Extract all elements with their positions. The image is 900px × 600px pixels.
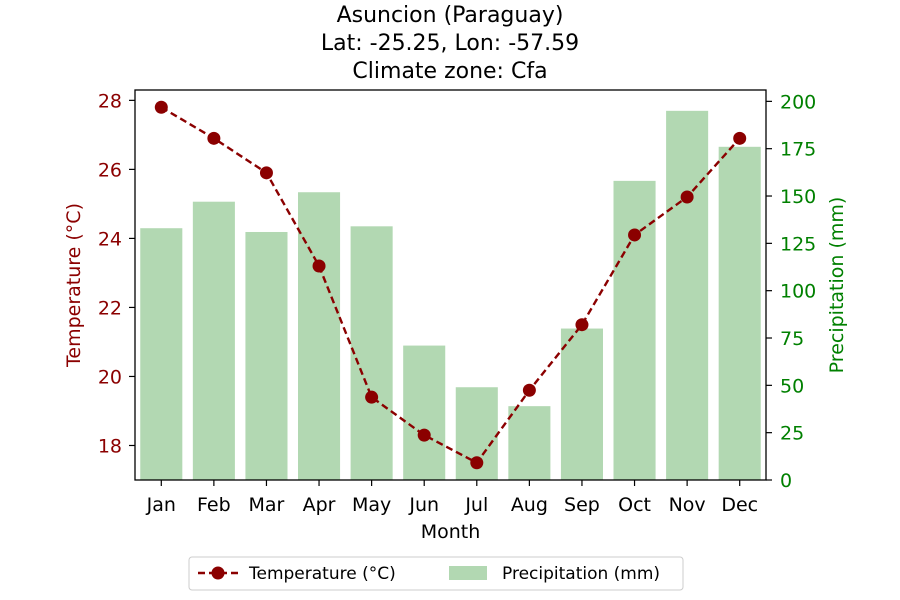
precip-bar-aug xyxy=(508,406,551,480)
title-line-2: Climate zone: Cfa xyxy=(352,59,547,84)
x-tick-label-feb: Feb xyxy=(197,494,231,516)
precip-bar-feb xyxy=(192,201,235,480)
legend-temperature-swatch-marker xyxy=(211,566,225,580)
precip-bar-nov xyxy=(666,110,709,480)
legend: Temperature (°C) Precipitation (mm) xyxy=(188,556,684,591)
y-left-tick-label-24: 24 xyxy=(98,228,122,250)
x-tick-label-sep: Sep xyxy=(564,494,600,516)
x-axis-label: Month xyxy=(421,521,481,543)
y-right-tick-label-150: 150 xyxy=(780,186,816,208)
y-right-tick-label-0: 0 xyxy=(780,470,792,492)
plot-area-frame xyxy=(134,89,767,481)
temp-point-apr xyxy=(312,259,326,273)
title-line-0: Asuncion (Paraguay) xyxy=(337,3,564,28)
y-left-tick-label-22: 22 xyxy=(98,297,122,319)
y-right-tick-label-125: 125 xyxy=(780,233,816,255)
y-left-tick-label-20: 20 xyxy=(98,366,122,388)
temp-point-aug xyxy=(522,383,536,397)
x-tick-label-aug: Aug xyxy=(511,494,548,516)
x-tick-label-dec: Dec xyxy=(721,494,758,516)
precip-bar-may xyxy=(350,226,393,480)
temp-point-nov xyxy=(680,190,694,204)
temp-point-feb xyxy=(207,131,221,145)
title-line-1: Lat: -25.25, Lon: -57.59 xyxy=(321,31,579,56)
legend-precipitation-swatch xyxy=(449,566,487,580)
y-axis-left-label: Temperature (°C) xyxy=(63,203,85,368)
y-right-tick-label-25: 25 xyxy=(780,423,804,445)
precip-bar-jun xyxy=(403,345,446,480)
legend-box xyxy=(188,556,684,591)
x-tick-label-may: May xyxy=(352,494,391,516)
x-axis: Jan Feb Mar Apr May Jun Jul Aug Sep Oct Nov Dec xyxy=(146,480,758,516)
y-right-tick-label-100: 100 xyxy=(780,281,816,303)
y-axis-right: 0 25 50 75 100 125 150 175 200 xyxy=(766,91,816,492)
x-tick-label-nov: Nov xyxy=(669,494,706,516)
y-axis-left: 18 20 22 24 26 28 xyxy=(98,90,135,457)
temp-point-mar xyxy=(259,166,273,180)
precip-bar-jan xyxy=(140,228,183,480)
precip-bar-sep xyxy=(560,328,603,480)
legend-temperature-label: Temperature (°C) xyxy=(248,564,396,584)
temperature-line xyxy=(154,100,747,470)
temp-point-jul xyxy=(470,456,484,470)
temperature-path xyxy=(160,106,741,465)
temp-point-sep xyxy=(575,318,589,332)
x-tick-label-jan: Jan xyxy=(146,494,176,516)
temp-point-oct xyxy=(628,228,642,242)
precip-bar-dec xyxy=(718,146,761,480)
precip-bar-apr xyxy=(298,192,341,480)
x-tick-label-mar: Mar xyxy=(249,494,285,516)
y-right-tick-label-175: 175 xyxy=(780,139,816,161)
temp-point-jun xyxy=(417,428,431,442)
y-right-tick-label-75: 75 xyxy=(780,328,804,350)
y-right-tick-label-50: 50 xyxy=(780,375,804,397)
x-tick-label-jul: Jul xyxy=(464,494,488,516)
y-right-tick-label-200: 200 xyxy=(780,91,816,113)
precipitation-bars xyxy=(140,110,761,480)
y-left-tick-label-26: 26 xyxy=(98,159,122,181)
x-tick-label-jun: Jun xyxy=(408,494,439,516)
x-tick-label-oct: Oct xyxy=(618,494,651,516)
legend-precipitation-label: Precipitation (mm) xyxy=(502,564,660,584)
precip-bar-oct xyxy=(613,180,656,480)
chart-title: Asuncion (Paraguay) Lat: -25.25, Lon: -57… xyxy=(321,3,579,84)
precip-bar-mar xyxy=(245,231,288,480)
y-left-tick-label-28: 28 xyxy=(98,90,122,112)
temp-point-jan xyxy=(154,100,168,114)
x-tick-label-apr: Apr xyxy=(303,494,336,516)
temp-point-dec xyxy=(733,131,747,145)
y-axis-right-label: Precipitation (mm) xyxy=(826,197,848,374)
y-left-tick-label-18: 18 xyxy=(98,435,122,457)
temp-point-may xyxy=(365,390,379,404)
